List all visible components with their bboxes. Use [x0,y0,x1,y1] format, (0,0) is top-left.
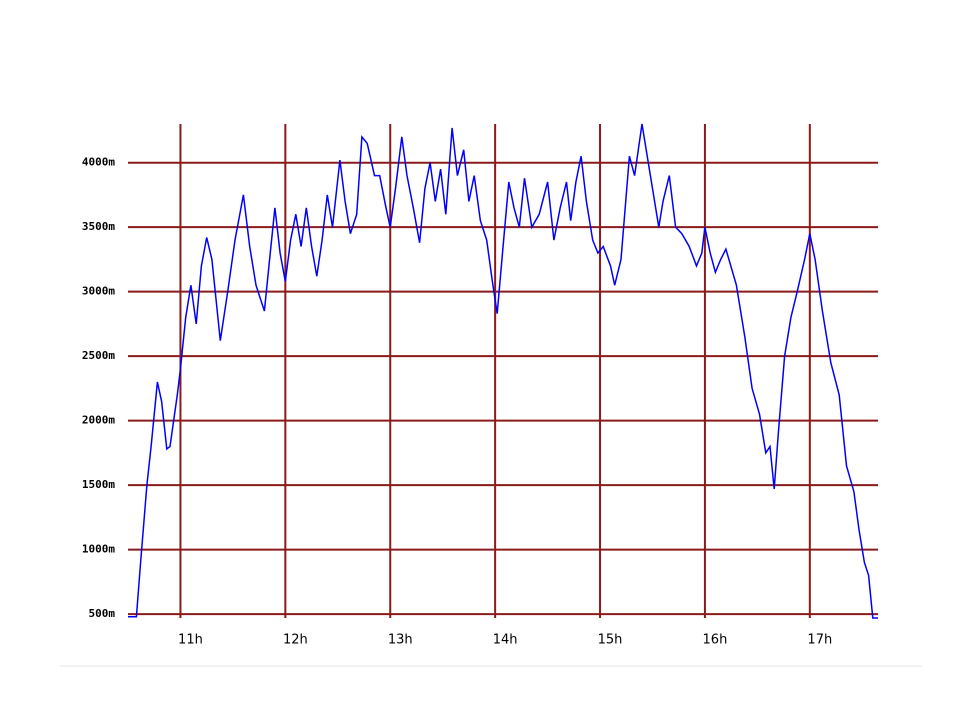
x-tick-label: 15h [598,633,623,648]
x-tick-label: 12h [283,633,308,648]
y-tick-label: 2000m [82,414,115,427]
x-tick-label: 14h [493,633,518,648]
y-tick-label: 500m [89,607,116,620]
y-tick-label: 3000m [82,285,115,298]
data-line [128,123,878,619]
x-tick-label: 16h [703,633,728,648]
y-tick-label: 1000m [82,543,115,556]
y-tick-label: 1500m [82,478,115,491]
y-tick-label: 3500m [82,220,115,233]
x-tick-label: 13h [388,633,413,648]
x-tick-label: 17h [807,633,832,648]
x-tick-label: 11h [178,633,203,648]
y-tick-label: 4000m [82,156,115,169]
y-tick-label: 2500m [82,349,115,362]
